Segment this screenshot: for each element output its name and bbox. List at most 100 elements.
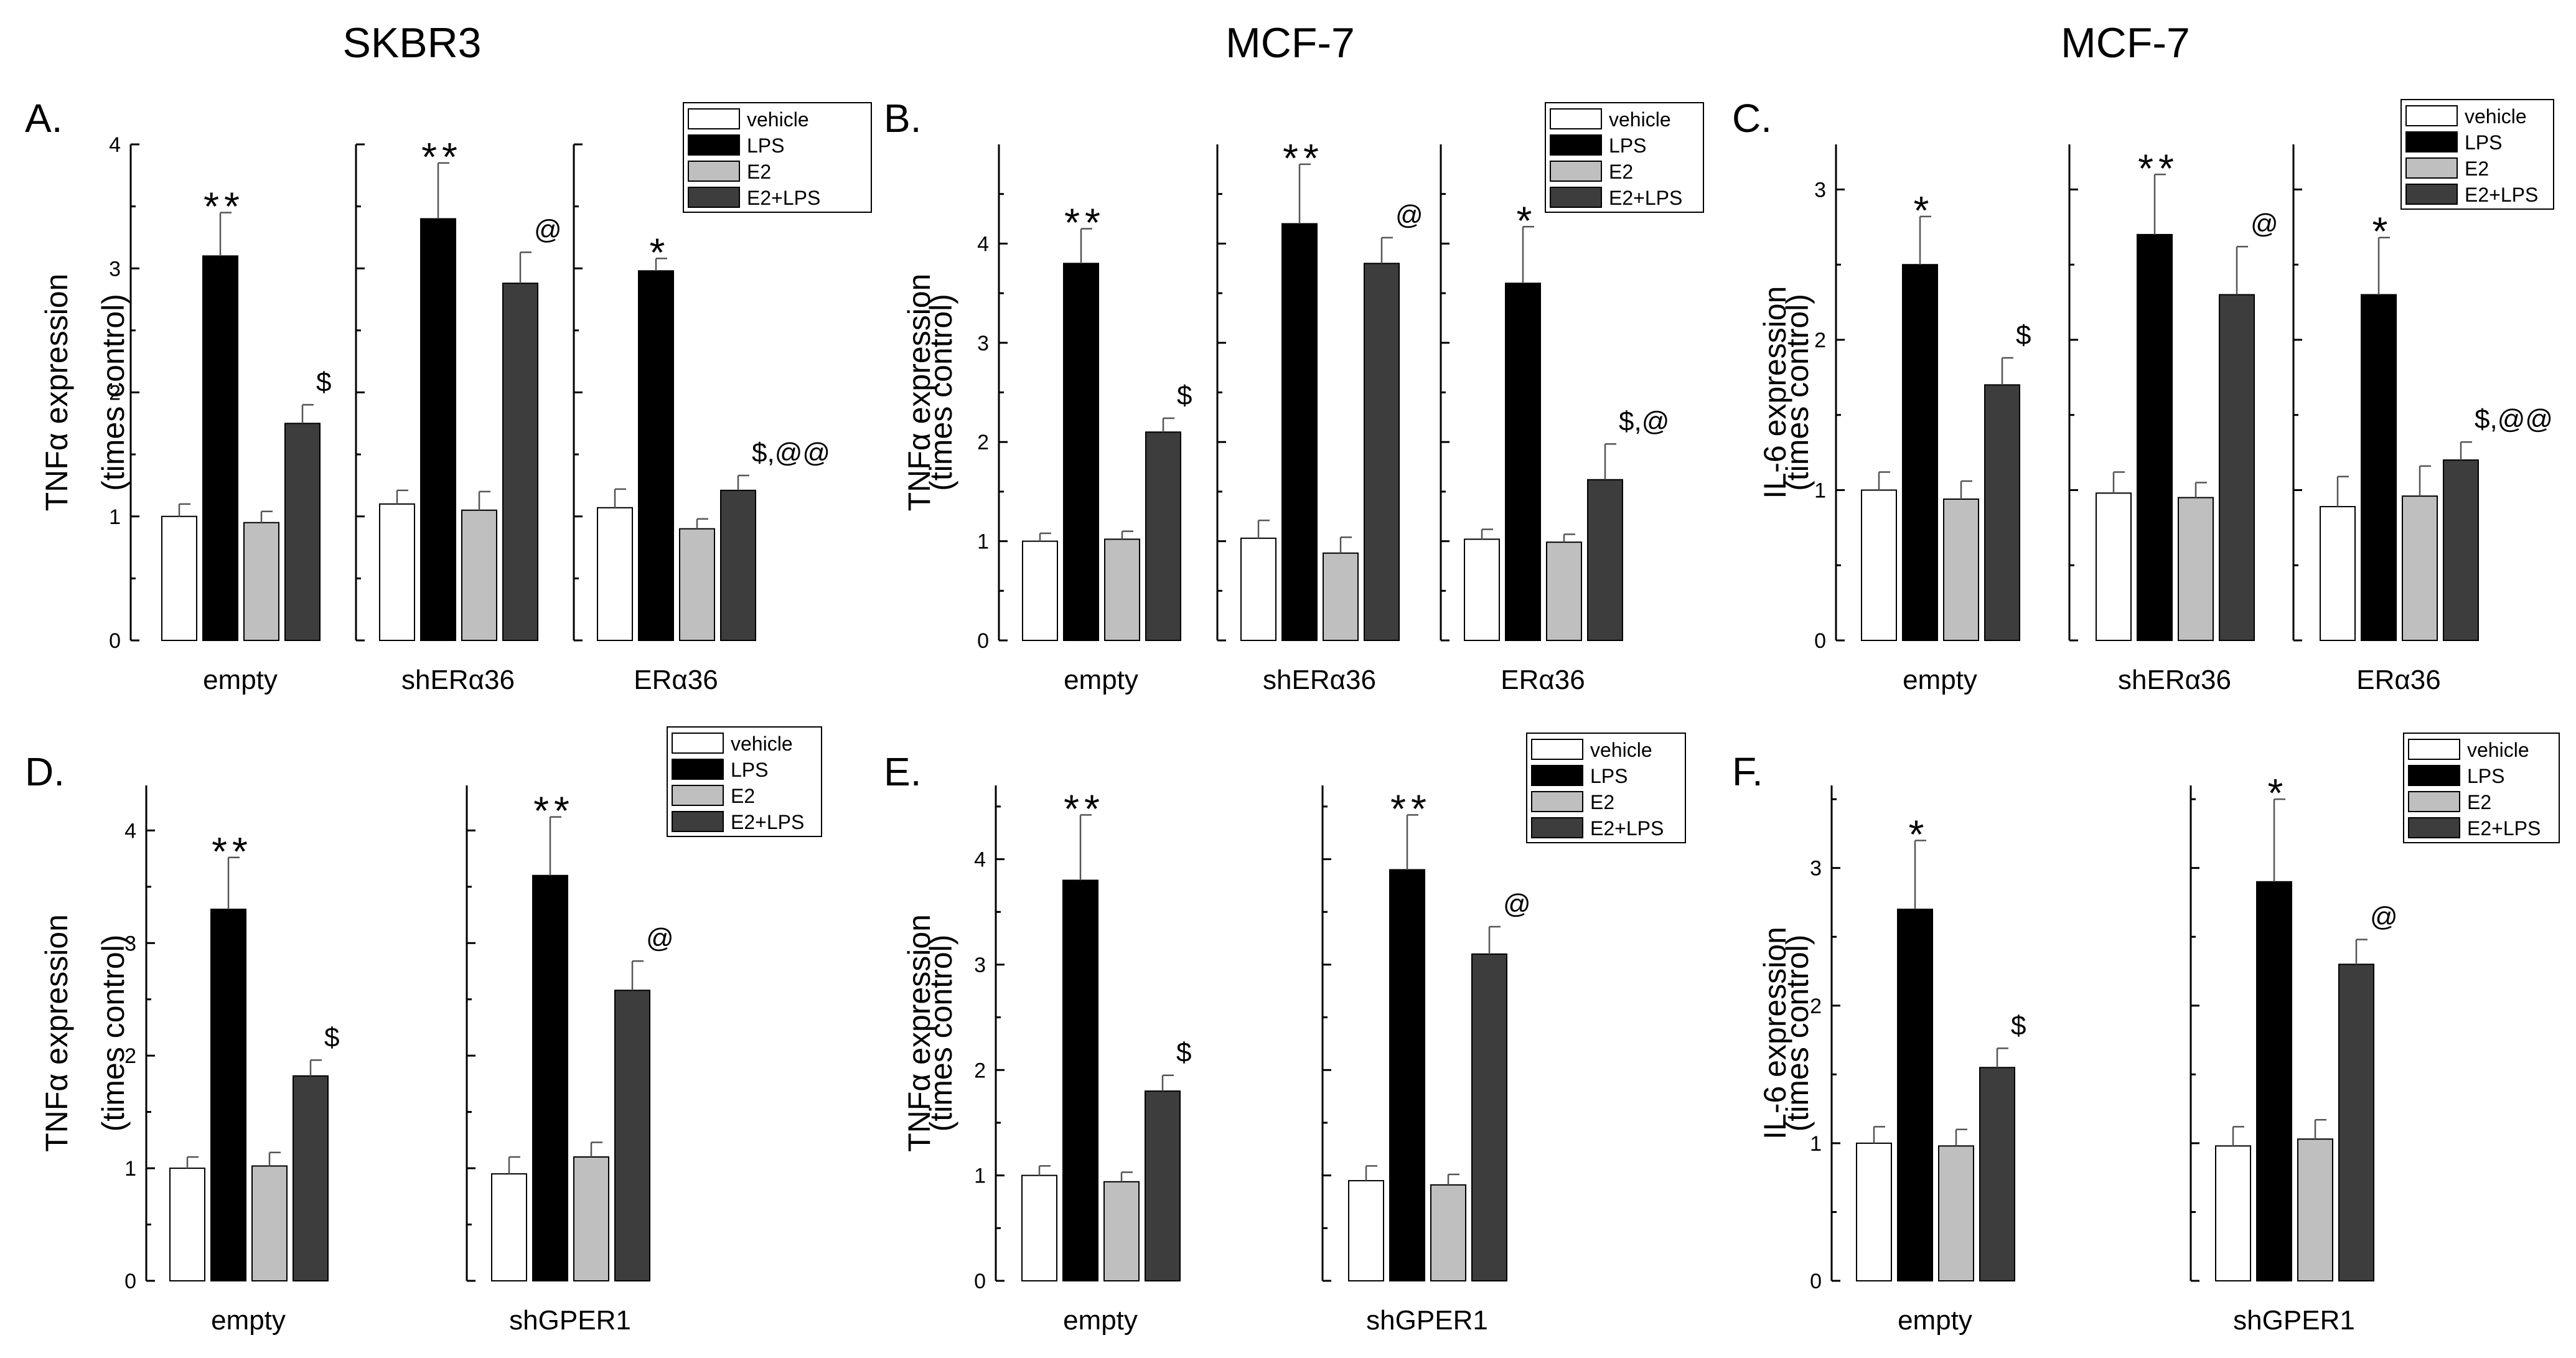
y-tick-label: 2 <box>974 1059 986 1082</box>
y-tick-label: 3 <box>1810 857 1822 881</box>
bar-vehicle <box>379 503 415 642</box>
legend-label: LPS <box>2465 131 2502 154</box>
bar-e2 <box>461 509 497 641</box>
legend: vehicle LPS E2 E2+LPS <box>683 102 872 213</box>
bar-lps <box>1281 223 1318 641</box>
legend-label: LPS <box>747 134 784 157</box>
bar-e2 <box>1546 541 1582 641</box>
legend-label: LPS <box>2467 765 2504 787</box>
y-tick-label: 2 <box>977 431 989 454</box>
bar-vehicle <box>1022 540 1058 641</box>
y-tick-label: 0 <box>974 1270 986 1293</box>
bar-group: * $,@@ ERα36 <box>2292 144 2553 695</box>
panel-d: D. TNFα expression (times control) 0 1 2 3 4 ** $… <box>25 726 822 1336</box>
bar-vehicle <box>597 507 633 641</box>
significance-annotation: * <box>1914 188 1934 233</box>
y-tick-label: 3 <box>977 332 989 355</box>
significance-annotation: $ <box>324 1022 339 1052</box>
legend-swatch <box>672 759 724 780</box>
group-label: ERα36 <box>1501 665 1585 695</box>
bar-group: ** @ shERα36 <box>1216 136 1423 695</box>
bar-vehicle <box>1861 489 1897 642</box>
significance-annotation: @ <box>1503 889 1531 919</box>
legend-swatch <box>1531 765 1583 786</box>
legend-label: vehicle <box>1590 739 1652 761</box>
y-axis-label-units: (times control) <box>924 935 958 1132</box>
significance-annotation: ** <box>2138 146 2179 190</box>
legend-label: LPS <box>1609 134 1646 157</box>
bar-e2 <box>251 1165 288 1282</box>
y-axis-label: TNFα expression <box>902 274 937 512</box>
bar-lps <box>2361 294 2397 641</box>
bar-e2-lps <box>284 423 321 641</box>
y-axis-label-units: (times control) <box>924 294 958 491</box>
bar-vehicle <box>2096 492 2132 641</box>
bar-group: * $,@ ERα36 <box>1440 144 1669 695</box>
significance-annotation: @ <box>2250 208 2279 239</box>
significance-annotation: @ <box>646 923 674 953</box>
bar-group: 0 1 2 3 * $ empty <box>1814 144 2031 695</box>
bar-e2-lps <box>2219 294 2255 641</box>
y-tick-label: 0 <box>1814 629 1826 653</box>
y-tick-label: 1 <box>109 505 121 529</box>
bar-vehicle <box>1240 537 1276 641</box>
bar-e2-lps <box>720 489 756 641</box>
legend-swatch <box>688 134 740 156</box>
y-tick-label: 1 <box>1814 479 1826 502</box>
panel-label: C. <box>1732 96 1772 141</box>
y-tick-label: 4 <box>974 848 986 872</box>
significance-annotation: $ <box>2016 320 2031 350</box>
bar-vehicle <box>1856 1142 1892 1282</box>
legend-swatch <box>2408 791 2460 812</box>
bar-e2-lps <box>1984 384 2020 641</box>
legend-swatch <box>672 785 724 806</box>
legend-label: E2 <box>731 785 755 807</box>
legend-swatch <box>2405 157 2458 179</box>
legend-swatch <box>2408 765 2460 786</box>
bar-e2-lps <box>1145 1090 1181 1281</box>
bar-group: * $,@@ ERα36 <box>573 143 830 695</box>
bar-group: 0 1 2 3 4 ** $ empty <box>124 785 339 1336</box>
bar-vehicle <box>1021 1174 1057 1282</box>
group-label: empty <box>1063 1305 1138 1336</box>
bar-e2-lps <box>1364 263 1400 641</box>
bar-e2 <box>1430 1184 1466 1282</box>
y-tick-label: 1 <box>977 530 989 554</box>
bar-e2 <box>243 522 279 642</box>
significance-annotation: * <box>650 230 670 274</box>
bar-e2-lps <box>1587 479 1623 641</box>
significance-annotation: ** <box>1064 786 1105 831</box>
legend-label: vehicle <box>2465 105 2527 128</box>
bar-lps <box>1389 869 1425 1281</box>
legend-swatch <box>1531 817 1583 838</box>
y-tick-label: 2 <box>1814 329 1826 352</box>
group-label: shGPER1 <box>509 1305 631 1336</box>
legend-swatch <box>2405 184 2458 205</box>
legend-label: E2 <box>1609 161 1633 183</box>
significance-annotation: @ <box>1395 200 1423 230</box>
group-label: shGPER1 <box>2233 1305 2355 1336</box>
panel-label: A. <box>25 96 62 141</box>
panel-a: A. TNFα expression (times control) 0 1 2 3 4 ** $… <box>25 96 872 695</box>
significance-annotation: $,@ <box>1619 406 1669 436</box>
y-tick-label: 3 <box>124 932 136 955</box>
legend-swatch <box>1550 134 1602 156</box>
bar-group: 0 1 2 3 4 ** $ empty <box>974 785 1191 1336</box>
panel-label: B. <box>884 96 921 141</box>
significance-annotation: * <box>1517 198 1537 243</box>
legend: vehicle LPS E2 E2+LPS <box>667 726 822 837</box>
bar-e2-lps <box>1145 431 1181 641</box>
group-label: empty <box>211 1305 286 1336</box>
y-tick-label: 4 <box>109 133 121 157</box>
legend-swatch <box>2405 105 2458 126</box>
bar-e2-lps <box>293 1075 329 1282</box>
bar-e2 <box>2402 495 2438 641</box>
legend: vehicle LPS E2 E2+LPS <box>2400 99 2554 210</box>
legend-label: E2+LPS <box>1590 817 1664 840</box>
significance-annotation: $ <box>1177 380 1192 411</box>
bar-lps <box>638 270 674 641</box>
legend: vehicle LPS E2 E2+LPS <box>1545 102 1704 213</box>
legend-label: E2+LPS <box>2465 184 2538 206</box>
y-tick-label: 3 <box>109 257 121 281</box>
